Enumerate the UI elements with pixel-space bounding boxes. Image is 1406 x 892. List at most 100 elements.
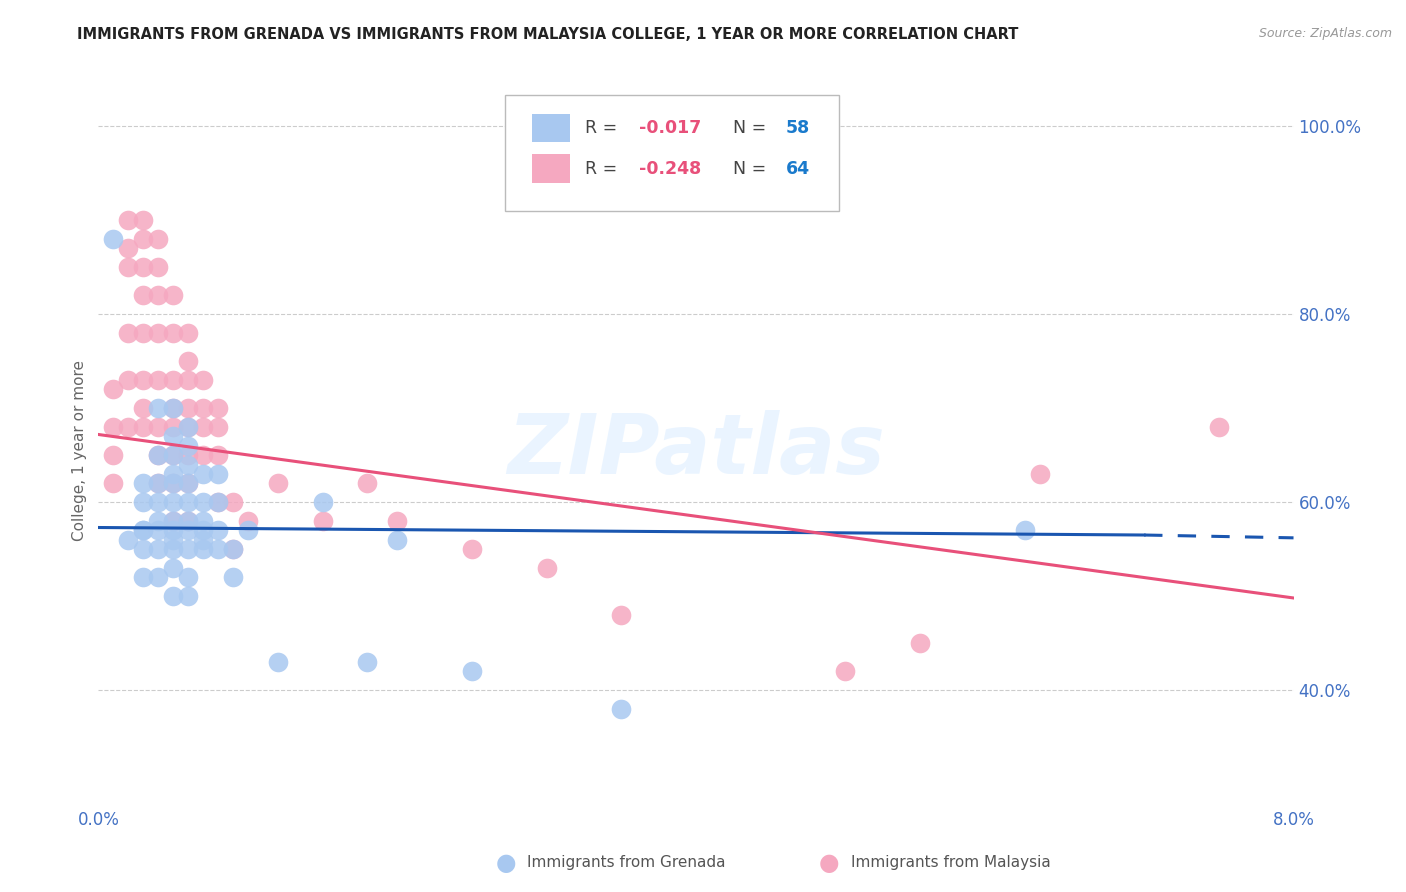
Point (191, 420, 214, 434)
Point (162, 429, 184, 443)
Point (834, 665, 856, 679)
Point (207, 467, 229, 481)
Point (177, 476, 200, 491)
Point (191, 373, 214, 387)
Text: Immigrants from Grenada: Immigrants from Grenada (527, 855, 725, 870)
Point (132, 232, 155, 246)
Point (132, 401, 155, 416)
Point (117, 533, 139, 547)
Text: N =: N = (723, 119, 772, 136)
Point (191, 401, 214, 416)
Point (162, 288, 184, 302)
Point (162, 373, 184, 387)
Point (162, 476, 184, 491)
Point (148, 373, 170, 387)
Point (191, 514, 214, 528)
Point (177, 542, 200, 557)
Point (162, 467, 184, 481)
Point (117, 373, 139, 387)
Point (385, 533, 409, 547)
Point (207, 448, 229, 462)
Point (117, 326, 139, 340)
Point (132, 524, 155, 538)
Point (162, 401, 184, 416)
Text: ZIPatlas: ZIPatlas (508, 410, 884, 491)
Point (177, 524, 200, 538)
Point (132, 542, 155, 557)
Point (267, 655, 290, 669)
Point (177, 439, 200, 453)
Point (162, 533, 184, 547)
Point (207, 401, 229, 416)
Point (148, 476, 170, 491)
Point (162, 448, 184, 462)
Text: R =: R = (585, 119, 623, 136)
Point (162, 448, 184, 462)
Point (148, 476, 170, 491)
Y-axis label: College, 1 year or more: College, 1 year or more (72, 360, 87, 541)
Point (148, 448, 170, 462)
Point (148, 326, 170, 340)
Point (177, 448, 200, 462)
Point (908, 636, 931, 650)
Text: Immigrants from Malaysia: Immigrants from Malaysia (851, 855, 1050, 870)
Point (132, 288, 155, 302)
Point (132, 213, 155, 227)
Point (191, 524, 214, 538)
Text: -0.248: -0.248 (638, 160, 700, 178)
Point (132, 570, 155, 584)
Point (177, 420, 200, 434)
Point (207, 524, 229, 538)
Point (162, 514, 184, 528)
Point (103, 448, 125, 462)
Point (236, 524, 259, 538)
Point (162, 542, 184, 557)
Point (222, 542, 245, 557)
Point (162, 589, 184, 603)
FancyBboxPatch shape (505, 95, 839, 211)
Point (1208, 420, 1230, 434)
Point (1028, 467, 1050, 481)
Point (610, 607, 633, 622)
Point (148, 495, 170, 509)
Point (177, 589, 200, 603)
Point (191, 467, 214, 481)
Point (356, 655, 378, 669)
Text: Source: ZipAtlas.com: Source: ZipAtlas.com (1258, 27, 1392, 40)
Point (148, 524, 170, 538)
Point (162, 476, 184, 491)
Point (191, 533, 214, 547)
Point (148, 448, 170, 462)
Point (207, 542, 229, 557)
Text: IMMIGRANTS FROM GRENADA VS IMMIGRANTS FROM MALAYSIA COLLEGE, 1 YEAR OR MORE CORR: IMMIGRANTS FROM GRENADA VS IMMIGRANTS FR… (77, 27, 1019, 42)
Point (207, 495, 229, 509)
Point (117, 420, 139, 434)
Point (356, 476, 378, 491)
Point (132, 495, 155, 509)
Point (162, 524, 184, 538)
Point (177, 514, 200, 528)
Point (177, 458, 200, 472)
Point (132, 326, 155, 340)
Point (207, 420, 229, 434)
Point (162, 514, 184, 528)
Point (162, 495, 184, 509)
Point (1014, 524, 1036, 538)
Text: ●: ● (820, 851, 839, 874)
Point (236, 514, 259, 528)
Point (177, 495, 200, 509)
Point (461, 665, 484, 679)
Point (536, 561, 558, 575)
Point (103, 476, 125, 491)
Point (222, 495, 245, 509)
Point (191, 448, 214, 462)
Point (117, 260, 139, 275)
Point (311, 495, 333, 509)
Point (132, 476, 155, 491)
Text: 64: 64 (786, 160, 810, 178)
Point (385, 514, 409, 528)
Text: N =: N = (723, 160, 772, 178)
Point (177, 401, 200, 416)
Point (148, 542, 170, 557)
Text: R =: R = (585, 160, 623, 178)
